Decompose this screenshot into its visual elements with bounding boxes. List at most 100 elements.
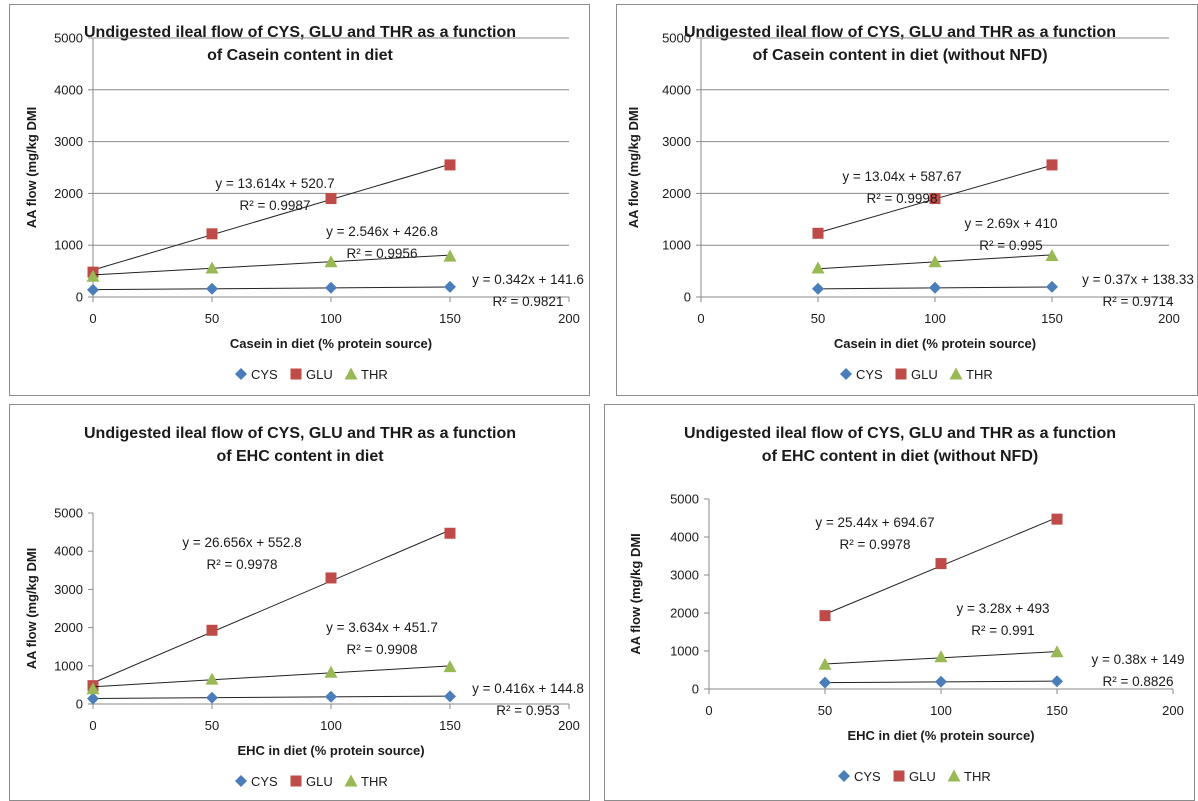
x-tick-label: 200 [558,311,580,326]
data-point-glu [206,228,218,240]
data-point-cys [325,281,337,294]
y-tick-label: 3000 [54,134,83,149]
y-tick-label: 4000 [54,544,83,559]
y-axis-title: AA flow (mg/kg DMI [24,107,39,229]
chart-frame [604,404,1195,801]
data-point-cys [206,282,218,295]
legend-marker-glu [893,770,905,782]
chart-svg: Undigested ileal flow of CYS, GLU and TH… [604,404,1195,801]
x-tick-label: 200 [1162,703,1184,718]
trend-r2-thr: R² = 0.9956 [347,246,418,261]
chart-panel-ehc: Undigested ileal flow of CYS, GLU and TH… [0,404,600,801]
trend-equation-glu: y = 13.04x + 587.67 [842,169,961,184]
data-point-thr [86,682,100,695]
legend-marker-glu [290,368,302,380]
y-tick-label: 0 [76,697,83,712]
data-point-cys [812,282,824,295]
chart-panel-casein-without-nfd: Undigested ileal flow of CYS, GLU and TH… [600,0,1198,400]
legend-marker-thr [344,367,358,380]
chart-svg: Undigested ileal flow of CYS, GLU and TH… [9,404,590,801]
chart-title-line: Undigested ileal flow of CYS, GLU and TH… [84,425,516,442]
trend-equation-cys: y = 0.37x + 138.33 [1082,272,1194,287]
chart-title-line: of EHC content in diet [216,448,384,465]
trend-equation-glu: y = 13.614x + 520.7 [215,176,334,191]
data-point-glu [444,159,456,171]
y-tick-label: 4000 [662,82,691,97]
legend-marker-cys [840,368,852,380]
data-point-cys [444,280,456,293]
data-point-thr [934,650,948,663]
y-axis-title: AA flow (mg/kg DMI [626,107,641,229]
data-point-glu [819,610,831,622]
trend-r2-glu: R² = 0.9998 [867,191,938,206]
y-tick-label: 5000 [54,506,83,521]
y-tick-label: 2000 [54,186,83,201]
x-tick-label: 150 [439,718,461,733]
data-point-cys [819,676,831,689]
y-tick-label: 2000 [662,186,691,201]
trend-r2-thr: R² = 0.9908 [347,642,418,657]
data-point-glu [206,624,218,636]
y-tick-label: 5000 [662,31,691,46]
data-point-cys [87,283,99,296]
trend-r2-glu: R² = 0.9987 [240,198,311,213]
trendline-glu [92,529,451,684]
y-tick-label: 1000 [54,658,83,673]
data-point-glu [1046,159,1058,171]
data-point-glu [1051,513,1063,525]
x-tick-label: 0 [89,718,96,733]
y-tick-label: 3000 [662,134,691,149]
x-axis-title: EHC in diet (% protein source) [847,728,1034,743]
data-point-thr [205,261,219,274]
data-point-glu [444,527,456,539]
x-axis-title: Casein in diet (% protein source) [834,336,1036,351]
trend-equation-glu: y = 26.656x + 552.8 [182,535,301,550]
legend: CYS GLU THR [235,367,388,382]
x-tick-label: 150 [1046,703,1068,718]
x-axis-title: Casein in diet (% protein source) [230,336,432,351]
x-tick-label: 0 [705,703,712,718]
data-point-cys [87,692,99,705]
x-tick-label: 50 [205,311,219,326]
legend-marker-cys [838,770,850,782]
trend-equation-thr: y = 3.634x + 451.7 [326,620,438,635]
x-tick-label: 100 [320,718,342,733]
data-point-cys [935,675,947,688]
chart-svg: Undigested ileal flow of CYS, GLU and TH… [616,4,1198,396]
legend: CYS GLU THR [840,367,993,382]
legend-label-thr: THR [361,774,388,789]
legend-marker-glu [290,775,302,787]
legend-label-glu: GLU [909,769,936,784]
legend-label-glu: GLU [911,367,938,382]
chart-title-line: of EHC content in diet (without NFD) [762,448,1038,465]
data-point-thr [324,255,338,268]
legend-label-glu: GLU [306,774,333,789]
x-tick-label: 0 [697,311,704,326]
data-point-glu [929,193,941,205]
x-tick-label: 0 [89,311,96,326]
data-point-cys [325,690,337,703]
y-tick-label: 0 [76,290,83,305]
x-axis-title: EHC in diet (% protein source) [237,743,424,758]
chart-panel-ehc-without-nfd: Undigested ileal flow of CYS, GLU and TH… [600,404,1198,801]
legend-label-cys: CYS [856,367,883,382]
trend-r2-thr: R² = 0.995 [979,238,1042,253]
legend-marker-thr [949,367,963,380]
y-tick-label: 3000 [54,582,83,597]
y-tick-label: 4000 [54,82,83,97]
x-tick-label: 200 [1158,311,1180,326]
y-tick-label: 2000 [54,620,83,635]
legend-label-glu: GLU [306,367,333,382]
data-point-thr [1050,645,1064,658]
data-point-thr [1045,249,1059,262]
chart-panel-casein: Undigested ileal flow of CYS, GLU and TH… [0,0,600,400]
chart-frame [616,4,1198,396]
data-point-cys [1046,280,1058,293]
x-tick-label: 100 [320,311,342,326]
trend-r2-cys: R² = 0.953 [496,703,559,718]
trend-equation-cys: y = 0.416x + 144.8 [472,681,584,696]
trend-r2-cys: R² = 0.8826 [1103,674,1174,689]
legend-label-cys: CYS [251,367,278,382]
chart-title-line: Undigested ileal flow of CYS, GLU and TH… [84,24,516,41]
data-point-cys [444,690,456,703]
